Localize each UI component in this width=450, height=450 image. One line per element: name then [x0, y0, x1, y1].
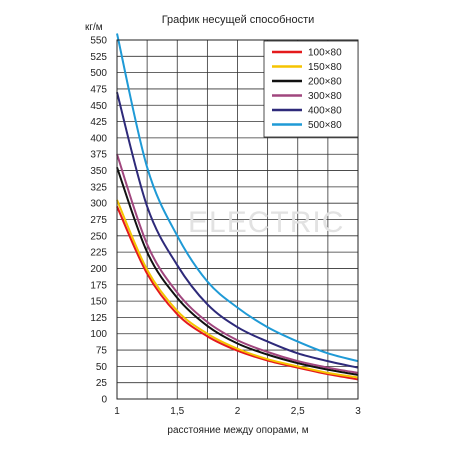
- y-tick-label: 200: [90, 264, 107, 275]
- y-tick-label: 225: [90, 248, 107, 259]
- legend-label: 200×80: [308, 77, 342, 88]
- legend-box: [263, 40, 359, 138]
- y-tick-label: 50: [96, 362, 108, 373]
- legend: 100×80 150×80 200×80 300×80 400×80 500×80: [263, 40, 359, 138]
- series-line-500×80: [116, 33, 359, 363]
- x-tick-label: 2: [235, 406, 241, 417]
- x-tick-labels: 1 1,5 2 2,5 3: [114, 406, 361, 417]
- plot-frame: [116, 39, 359, 400]
- x-tick-label: 1,5: [170, 406, 184, 417]
- series-line-400×80: [116, 91, 359, 369]
- legend-label: 150×80: [308, 62, 342, 73]
- series-lines: [116, 33, 359, 381]
- y-tick-label: 125: [90, 313, 107, 324]
- y-tick-label: 25: [96, 378, 108, 389]
- y-tick-label: 525: [90, 52, 107, 63]
- y-tick-label: 150: [90, 297, 107, 308]
- legend-label: 300×80: [308, 91, 342, 102]
- y-tick-label: 400: [90, 133, 107, 144]
- chart-title: График несущей способности: [162, 14, 315, 26]
- y-tick-label: 550: [90, 36, 107, 47]
- y-tick-label: 325: [90, 182, 107, 193]
- y-tick-label: 300: [90, 199, 107, 210]
- y-tick-label: 275: [90, 215, 107, 226]
- y-tick-label: 350: [90, 166, 107, 177]
- x-tick-label: 3: [355, 406, 361, 417]
- y-tick-label: 450: [90, 101, 107, 112]
- series-line-150×80: [116, 199, 359, 379]
- legend-label: 500×80: [308, 120, 342, 131]
- y-tick-label: 175: [90, 280, 107, 291]
- y-tick-label: 0: [101, 395, 107, 406]
- x-axis-label: расстояние между опорами, м: [167, 425, 308, 436]
- y-tick-label: 475: [90, 84, 107, 95]
- series-line-300×80: [116, 153, 359, 374]
- series-line-200×80: [116, 166, 359, 376]
- y-tick-label: 250: [90, 231, 107, 242]
- y-tick-label: 375: [90, 150, 107, 161]
- y-axis-label: кг/м: [85, 22, 103, 33]
- watermark-text: ELECTRIC: [188, 206, 344, 239]
- x-tick-label: 1: [114, 406, 120, 417]
- y-tick-label: 500: [90, 68, 107, 79]
- legend-label: 400×80: [308, 106, 342, 117]
- y-tick-label: 425: [90, 117, 107, 128]
- legend-label: 100×80: [308, 48, 342, 59]
- y-tick-labels: 0 25 50 75 100 125 150 175 200 225 250 275 300 325 350…: [90, 36, 107, 406]
- series-line-100×80: [116, 206, 359, 381]
- y-tick-label: 75: [96, 346, 108, 357]
- x-tick-label: 2,5: [291, 406, 305, 417]
- y-tick-label: 100: [90, 329, 107, 340]
